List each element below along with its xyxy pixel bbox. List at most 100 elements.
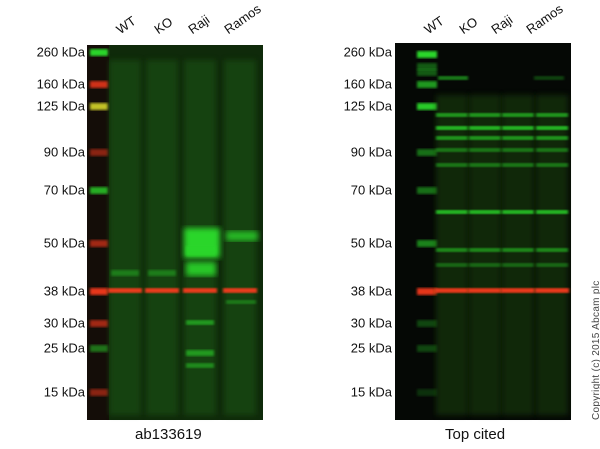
band xyxy=(502,126,534,130)
marker-label: 30 kDa xyxy=(43,315,85,331)
band xyxy=(417,149,437,156)
band xyxy=(226,231,258,241)
band xyxy=(111,270,139,276)
band xyxy=(436,113,468,117)
band xyxy=(435,288,469,293)
marker-label: 90 kDa xyxy=(350,144,392,160)
marker-label: 15 kDa xyxy=(350,384,392,400)
band xyxy=(417,63,437,70)
band xyxy=(535,288,569,293)
caption-right: Top cited xyxy=(445,426,506,443)
band xyxy=(436,163,468,167)
marker-label: 260 kDa xyxy=(343,44,392,60)
band xyxy=(417,103,437,110)
band xyxy=(109,60,141,415)
band xyxy=(417,51,437,58)
band xyxy=(502,113,534,117)
band xyxy=(183,288,217,293)
band xyxy=(469,126,501,130)
marker-label: 50 kDa xyxy=(350,235,392,251)
band xyxy=(469,95,501,415)
marker-label: 260 kDa xyxy=(36,44,85,60)
marker-label: 50 kDa xyxy=(43,235,85,251)
marker-label: 160 kDa xyxy=(343,76,392,92)
band xyxy=(536,263,568,267)
band xyxy=(468,288,502,293)
band xyxy=(502,163,534,167)
band xyxy=(502,248,534,252)
band xyxy=(469,136,501,140)
band xyxy=(536,136,568,140)
band xyxy=(536,248,568,252)
band xyxy=(186,246,216,256)
band xyxy=(148,270,176,276)
band xyxy=(469,210,501,214)
band xyxy=(90,288,108,295)
band xyxy=(90,389,108,396)
marker-label: 90 kDa xyxy=(43,144,85,160)
band xyxy=(469,163,501,167)
marker-label: 25 kDa xyxy=(43,340,85,356)
marker-label: 25 kDa xyxy=(350,340,392,356)
band xyxy=(226,300,256,304)
band xyxy=(536,113,568,117)
band xyxy=(90,187,108,194)
marker-label: 70 kDa xyxy=(350,182,392,198)
band xyxy=(146,60,178,415)
band xyxy=(536,210,568,214)
band xyxy=(186,262,216,276)
band xyxy=(536,126,568,130)
band xyxy=(438,76,468,80)
band xyxy=(90,103,108,110)
band xyxy=(186,350,214,356)
caption-left: ab133619 xyxy=(135,426,202,443)
marker-label: 125 kDa xyxy=(343,98,392,114)
band xyxy=(502,148,534,152)
band xyxy=(90,149,108,156)
band xyxy=(501,288,535,293)
band xyxy=(536,163,568,167)
marker-label: 38 kDa xyxy=(350,283,392,299)
band xyxy=(417,240,437,247)
band xyxy=(417,389,437,396)
band xyxy=(436,263,468,267)
band xyxy=(436,126,468,130)
marker-label: 15 kDa xyxy=(43,384,85,400)
band xyxy=(469,148,501,152)
band xyxy=(436,95,468,415)
band xyxy=(223,288,257,293)
copyright-text: Copyright (c) 2015 Abcam plc xyxy=(591,280,600,420)
band xyxy=(186,363,214,368)
band xyxy=(90,81,108,88)
band xyxy=(536,148,568,152)
marker-label: 30 kDa xyxy=(350,315,392,331)
band xyxy=(502,263,534,267)
band xyxy=(469,113,501,117)
band xyxy=(145,288,179,293)
band xyxy=(417,345,437,352)
band xyxy=(417,288,437,295)
band xyxy=(108,288,142,293)
band xyxy=(90,49,108,56)
marker-label: 125 kDa xyxy=(36,98,85,114)
marker-label: 38 kDa xyxy=(43,283,85,299)
marker-label: 160 kDa xyxy=(36,76,85,92)
band xyxy=(90,345,108,352)
band xyxy=(186,320,214,325)
band xyxy=(90,320,108,327)
band xyxy=(502,95,534,415)
band xyxy=(436,136,468,140)
band xyxy=(536,95,568,415)
band xyxy=(534,76,564,80)
band xyxy=(436,248,468,252)
band xyxy=(469,248,501,252)
band xyxy=(417,187,437,194)
band xyxy=(417,81,437,88)
blot-right xyxy=(395,43,571,420)
band xyxy=(502,136,534,140)
band xyxy=(436,148,468,152)
band xyxy=(469,263,501,267)
band xyxy=(502,210,534,214)
